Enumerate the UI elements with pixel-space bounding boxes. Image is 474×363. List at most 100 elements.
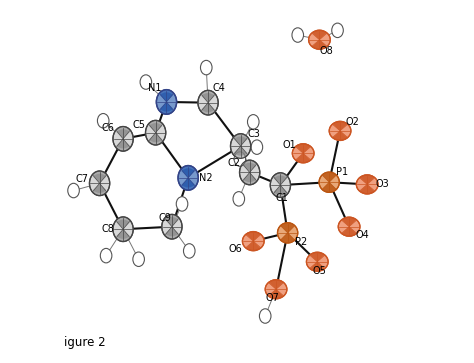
Text: C9: C9 [158, 213, 171, 223]
Polygon shape [273, 185, 288, 197]
Ellipse shape [230, 134, 251, 158]
Wedge shape [312, 40, 327, 50]
Text: C2: C2 [228, 158, 241, 168]
Wedge shape [333, 131, 347, 141]
Wedge shape [93, 174, 106, 183]
Wedge shape [165, 227, 179, 236]
Text: O2: O2 [346, 117, 359, 127]
Wedge shape [149, 123, 163, 133]
Wedge shape [269, 279, 283, 289]
Ellipse shape [239, 160, 260, 185]
Text: N2: N2 [199, 173, 213, 183]
Polygon shape [322, 172, 337, 182]
Wedge shape [360, 184, 374, 195]
Wedge shape [281, 223, 294, 233]
Polygon shape [243, 160, 257, 172]
Text: O7: O7 [265, 293, 279, 303]
Polygon shape [310, 262, 325, 271]
Ellipse shape [265, 280, 287, 299]
Polygon shape [322, 182, 337, 192]
Wedge shape [160, 92, 173, 102]
Ellipse shape [319, 172, 339, 192]
Text: C1: C1 [276, 193, 289, 203]
Ellipse shape [183, 244, 195, 258]
Polygon shape [359, 184, 375, 194]
Polygon shape [243, 172, 257, 185]
Text: igure 2: igure 2 [64, 335, 106, 348]
Ellipse shape [113, 127, 133, 151]
Ellipse shape [292, 144, 314, 163]
Ellipse shape [338, 217, 360, 236]
Wedge shape [116, 129, 130, 139]
Polygon shape [148, 133, 163, 145]
Wedge shape [182, 168, 195, 178]
Ellipse shape [242, 232, 264, 250]
Ellipse shape [201, 60, 212, 75]
Wedge shape [281, 233, 294, 242]
Polygon shape [92, 183, 107, 196]
Text: O4: O4 [356, 230, 369, 240]
Polygon shape [332, 122, 348, 131]
Wedge shape [296, 153, 310, 164]
Polygon shape [159, 102, 173, 114]
Polygon shape [181, 178, 195, 190]
Text: P1: P1 [337, 167, 348, 178]
Polygon shape [165, 215, 179, 227]
Polygon shape [201, 103, 215, 115]
Ellipse shape [251, 140, 263, 154]
Ellipse shape [233, 192, 245, 206]
Polygon shape [201, 90, 215, 103]
Polygon shape [281, 233, 295, 243]
Ellipse shape [178, 166, 198, 190]
Wedge shape [116, 139, 130, 148]
Ellipse shape [176, 197, 188, 211]
Ellipse shape [329, 122, 351, 140]
Ellipse shape [270, 173, 291, 197]
Wedge shape [116, 229, 130, 239]
Ellipse shape [162, 215, 182, 239]
Polygon shape [295, 144, 311, 153]
Wedge shape [342, 216, 356, 227]
Ellipse shape [98, 114, 109, 128]
Polygon shape [281, 223, 295, 233]
Ellipse shape [292, 28, 303, 42]
Text: C6: C6 [102, 123, 115, 133]
Wedge shape [273, 175, 287, 185]
Polygon shape [234, 134, 248, 146]
Ellipse shape [198, 90, 218, 115]
Wedge shape [322, 172, 336, 182]
Polygon shape [116, 229, 130, 241]
Ellipse shape [100, 248, 112, 263]
Ellipse shape [146, 121, 166, 145]
Text: O3: O3 [375, 179, 389, 189]
Polygon shape [116, 217, 130, 229]
Wedge shape [149, 133, 163, 142]
Text: O6: O6 [228, 245, 242, 254]
Ellipse shape [356, 175, 378, 194]
Text: O8: O8 [320, 46, 334, 56]
Polygon shape [268, 280, 284, 289]
Ellipse shape [259, 309, 271, 323]
Ellipse shape [113, 217, 133, 241]
Wedge shape [246, 241, 261, 252]
Ellipse shape [156, 90, 177, 114]
Polygon shape [310, 252, 325, 262]
Polygon shape [92, 171, 107, 183]
Wedge shape [201, 103, 215, 112]
Wedge shape [333, 121, 347, 131]
Text: N1: N1 [147, 83, 161, 93]
Text: C4: C4 [212, 83, 225, 93]
Ellipse shape [306, 252, 328, 271]
Polygon shape [312, 30, 327, 40]
Wedge shape [165, 217, 179, 227]
Polygon shape [116, 127, 130, 139]
Polygon shape [273, 173, 288, 185]
Ellipse shape [133, 252, 145, 266]
Polygon shape [234, 146, 248, 158]
Wedge shape [243, 172, 256, 182]
Text: C5: C5 [133, 121, 146, 130]
Wedge shape [273, 185, 287, 195]
Wedge shape [234, 146, 247, 156]
Polygon shape [332, 131, 348, 140]
Ellipse shape [277, 223, 298, 243]
